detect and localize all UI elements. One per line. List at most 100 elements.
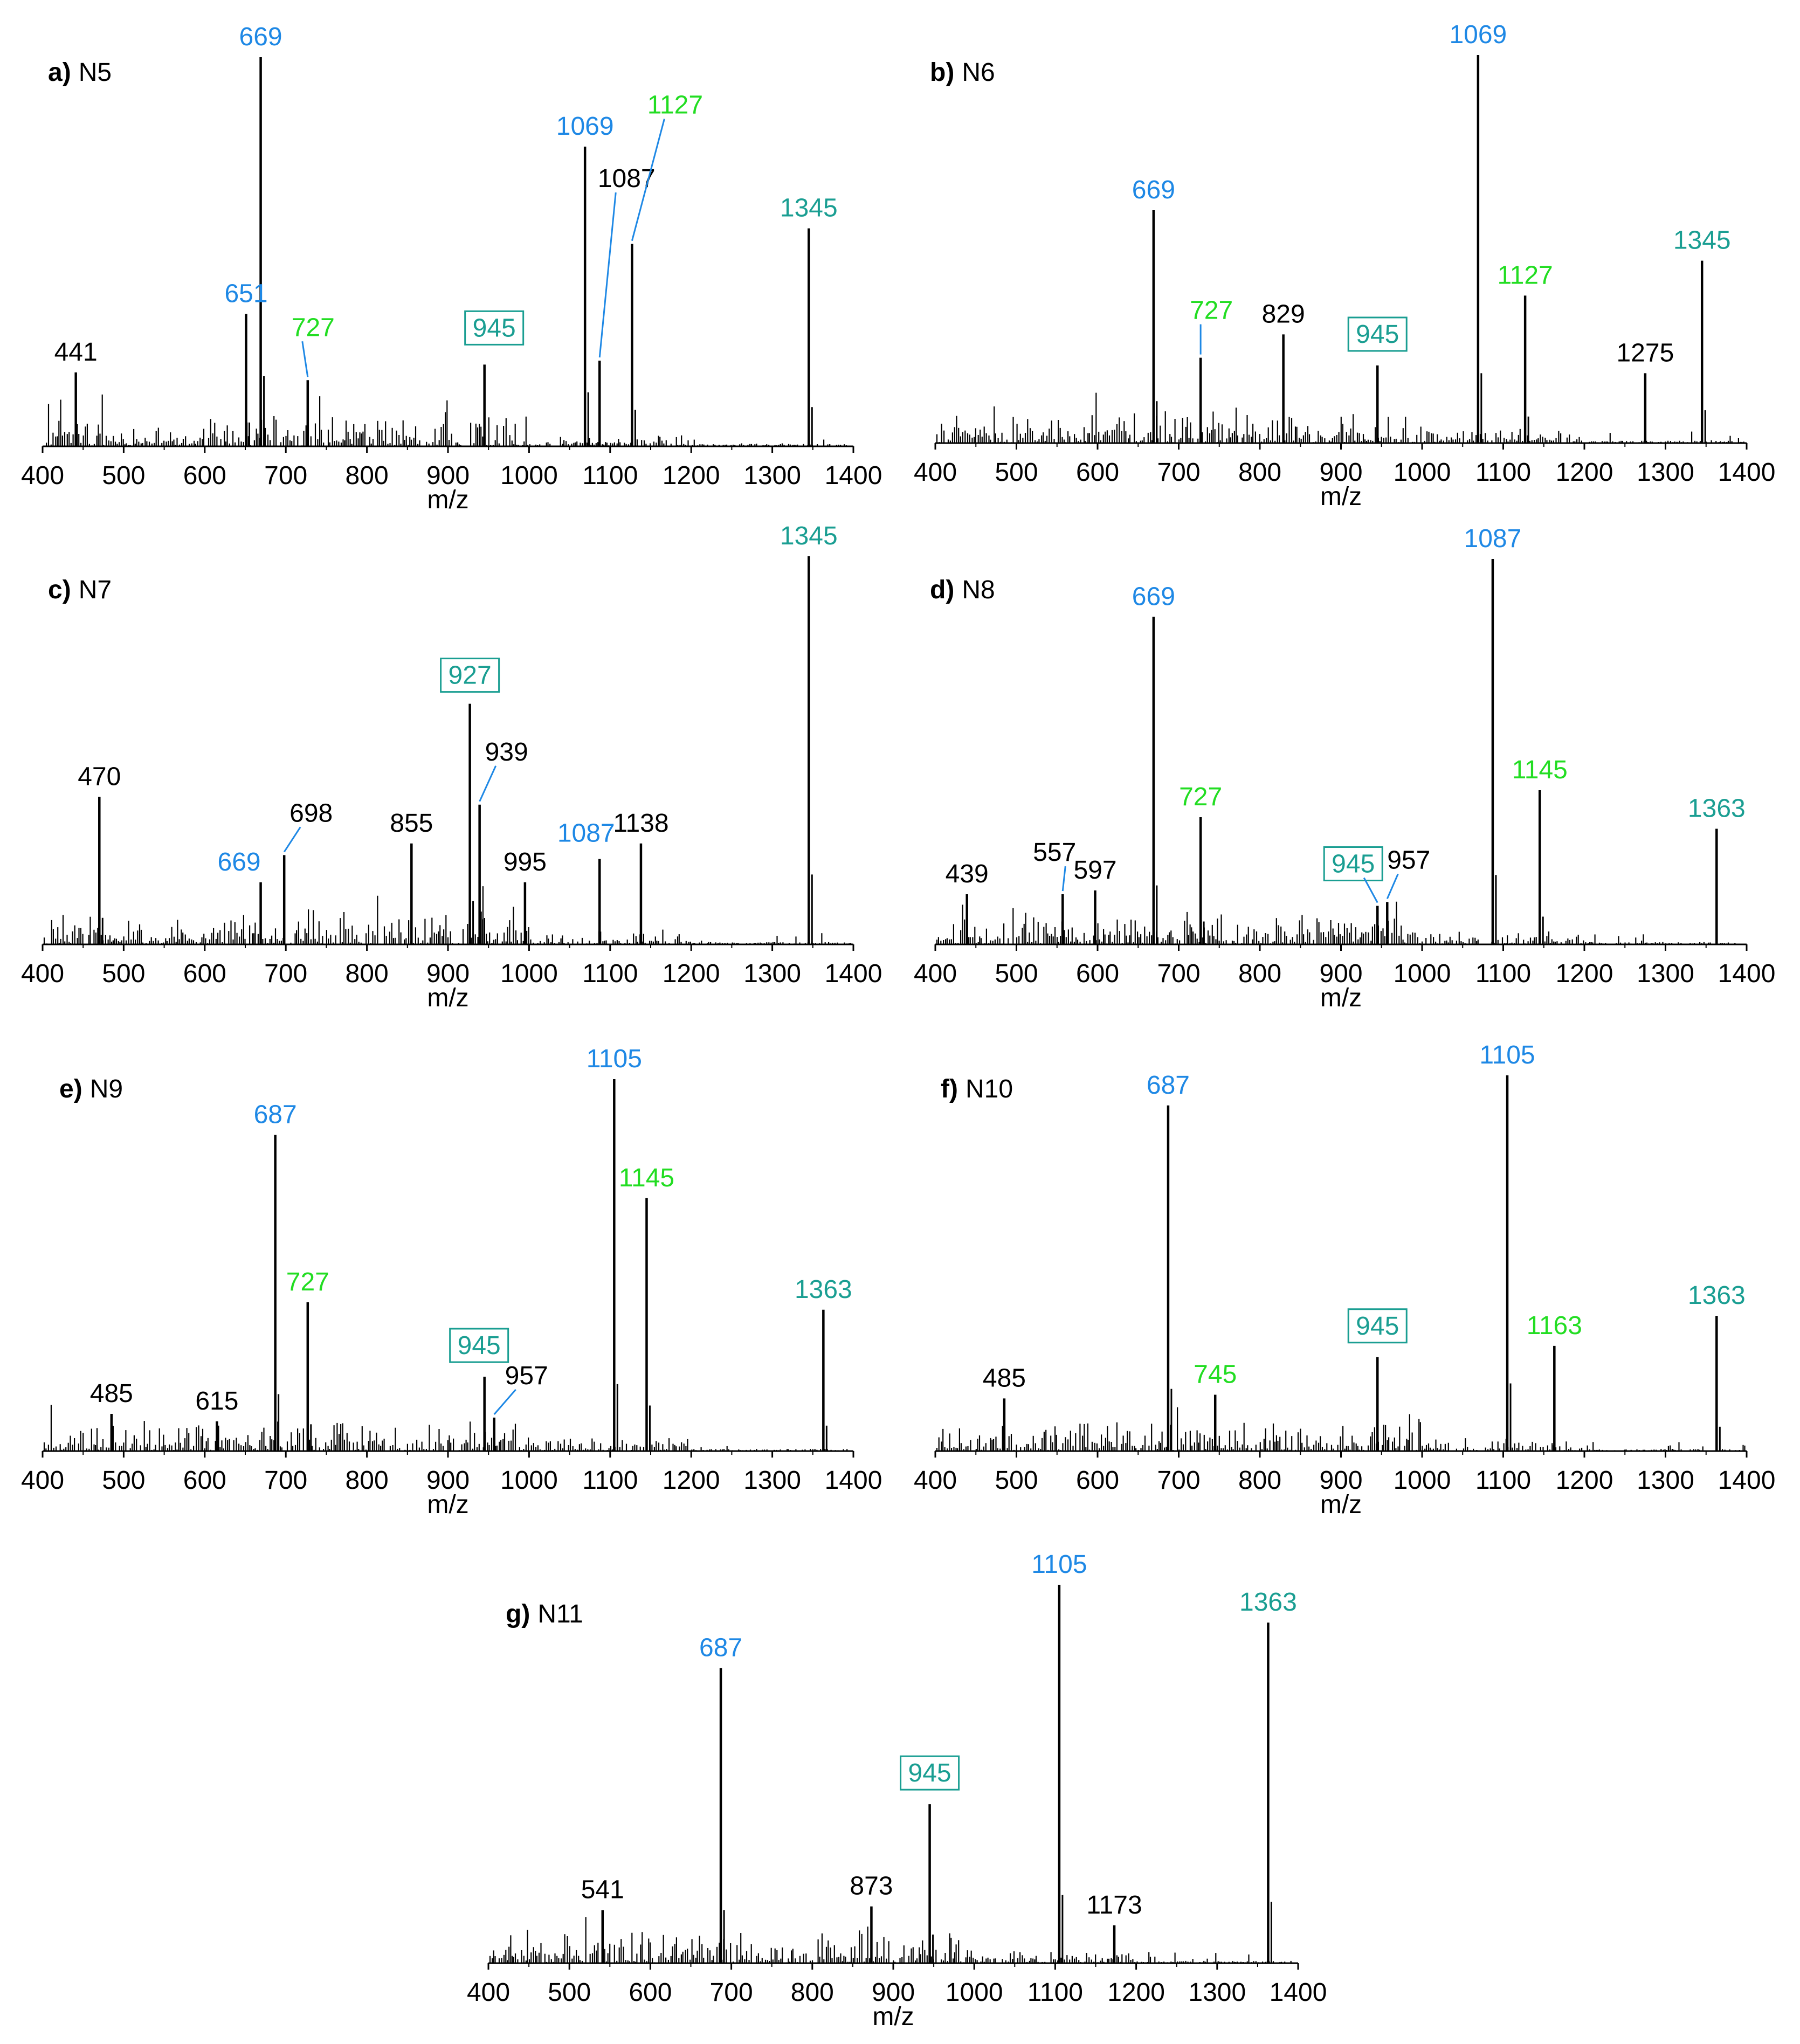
noise-peaks: [936, 1407, 1746, 1451]
peak-label-1275: 1275: [1616, 339, 1674, 367]
x-tick-label: 1000: [500, 461, 558, 490]
x-tick-label: 1200: [1556, 1466, 1613, 1495]
panel-title: d) N8: [930, 576, 995, 604]
boxed-label-frame: [464, 310, 525, 346]
x-axis-label: m/z: [427, 984, 468, 1012]
x-tick-label: 1200: [663, 461, 720, 490]
x-tick-label: 1300: [1188, 1978, 1246, 2007]
x-tick-label: 1100: [582, 1466, 638, 1495]
x-tick-label: 800: [1238, 1466, 1281, 1495]
peak-label-1363: 1363: [1688, 795, 1746, 823]
leader-line: [493, 1389, 516, 1415]
leader-line: [631, 119, 665, 241]
x-tick-label: 600: [183, 959, 226, 988]
peak-label-687: 687: [699, 1633, 742, 1662]
x-tick-label: 1300: [743, 959, 801, 988]
x-tick-label: 1400: [1270, 1978, 1327, 2007]
peak-label-1145: 1145: [619, 1164, 674, 1192]
x-tick-label: 1100: [1475, 458, 1531, 487]
x-tick-label: 600: [183, 1466, 226, 1495]
x-tick-label: 600: [1076, 458, 1119, 487]
panel-letter: g): [506, 1600, 530, 1628]
x-tick-label: 800: [346, 461, 389, 490]
panel-sample-name: N6: [962, 58, 995, 87]
x-tick-label: 700: [1157, 458, 1200, 487]
x-axis-label: m/z: [872, 2002, 914, 2031]
panel-b: b) N6 669 727 829 945 1069 1127 1275 1345 400 500 60…: [914, 20, 1775, 511]
panel-title: g) N11: [506, 1600, 583, 1628]
x-tick-label: 1000: [500, 959, 558, 988]
peak-label-470: 470: [78, 762, 121, 791]
peak-label-1087: 1087: [1464, 524, 1522, 553]
x-tick-label: 700: [710, 1978, 753, 2007]
x-tick-label: 1200: [663, 959, 720, 988]
peak-label-957: 957: [505, 1362, 548, 1390]
boxed-label-frame: [449, 1328, 509, 1363]
boxed-label-frame: [440, 658, 500, 693]
leader-line: [283, 826, 301, 853]
peak-label-1105: 1105: [1479, 1041, 1535, 1069]
x-axis-label: m/z: [1320, 1490, 1362, 1519]
x-tick-label: 1400: [1718, 1466, 1776, 1495]
x-tick-label: 1200: [663, 1466, 720, 1495]
panel-letter: d): [930, 576, 954, 604]
panel-sample-name: N7: [79, 576, 112, 604]
boxed-label-frame: [1323, 846, 1383, 881]
peak-label-945: 945: [458, 1331, 501, 1360]
peak-label-1069: 1069: [556, 112, 614, 141]
panel-letter: a): [48, 58, 71, 87]
x-tick-label: 400: [467, 1978, 510, 2007]
peak-label-1105: 1105: [1031, 1550, 1087, 1579]
panel-title: b) N6: [930, 58, 995, 87]
peak-label-541: 541: [581, 1876, 624, 1904]
x-tick-label: 1400: [1718, 458, 1776, 487]
x-tick-label: 700: [264, 1466, 307, 1495]
peak-label-745: 745: [1194, 1360, 1237, 1389]
x-tick-label: 500: [995, 959, 1038, 988]
peak-label-1145: 1145: [1512, 756, 1568, 784]
peak-label-557: 557: [1033, 838, 1076, 867]
x-tick-label: 600: [1076, 1466, 1119, 1495]
peak-label-1087: 1087: [598, 164, 656, 193]
peak-label-669: 669: [1132, 582, 1175, 611]
peak-label-727: 727: [1190, 296, 1233, 325]
x-tick-label: 1000: [1394, 458, 1451, 487]
peak-label-1069: 1069: [1449, 20, 1507, 49]
peak-label-615: 615: [195, 1387, 238, 1415]
x-tick-label: 1100: [1475, 1466, 1531, 1495]
peak-label-829: 829: [1262, 300, 1305, 328]
x-tick-label: 1300: [743, 1466, 801, 1495]
panel-g: g) N11 541 687 873 945 1105 1173 1363 400 500 600 70…: [467, 1550, 1327, 2031]
peak-label-927: 927: [449, 661, 492, 690]
x-tick-label: 1400: [825, 1466, 882, 1495]
x-tick-label: 1000: [1394, 1466, 1451, 1495]
x-tick-label: 1400: [1718, 959, 1776, 988]
peak-label-1127: 1127: [647, 91, 703, 120]
peak-label-995: 995: [504, 848, 547, 876]
panel-title: c) N7: [48, 576, 112, 604]
x-tick-label: 500: [548, 1978, 591, 2007]
x-tick-label: 1000: [500, 1466, 558, 1495]
x-tick-label: 800: [1238, 959, 1281, 988]
peak-label-669: 669: [239, 23, 282, 51]
peak-label-687: 687: [1147, 1071, 1190, 1100]
boxed-label-frame: [900, 1755, 960, 1791]
panel-sample-name: N11: [537, 1600, 583, 1628]
x-tick-label: 500: [102, 461, 145, 490]
x-tick-label: 900: [872, 1978, 915, 2007]
peak-label-1163: 1163: [1527, 1311, 1582, 1340]
peak-label-939: 939: [485, 738, 528, 766]
x-tick-label: 400: [914, 1466, 957, 1495]
x-axis-label: m/z: [427, 486, 468, 514]
leader-line: [1386, 873, 1399, 899]
noise-peaks: [489, 1917, 1296, 1963]
panel-sample-name: N5: [79, 58, 112, 87]
peak-label-945: 945: [908, 1759, 951, 1787]
x-tick-label: 1400: [825, 461, 882, 490]
peak-label-957: 957: [1387, 846, 1430, 874]
x-tick-label: 500: [995, 1466, 1038, 1495]
x-tick-label: 800: [346, 1466, 389, 1495]
x-tick-label: 1000: [1394, 959, 1451, 988]
